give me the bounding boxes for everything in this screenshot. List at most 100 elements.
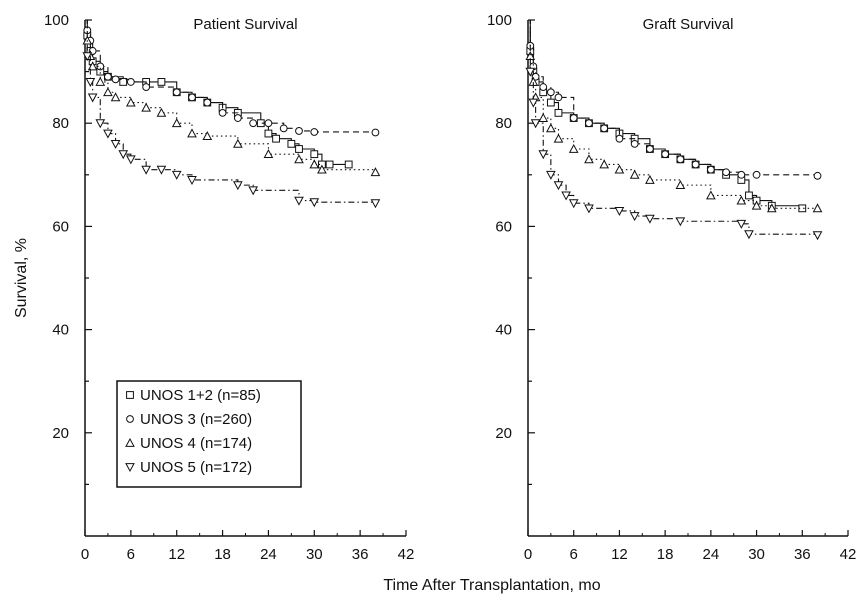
x-tick-label: 6 (570, 546, 578, 563)
data-point (600, 124, 609, 133)
data-point (156, 165, 167, 175)
data-point (272, 134, 280, 143)
series-circle (83, 19, 380, 137)
data-point (528, 98, 539, 108)
data-point (538, 112, 549, 122)
data-point (736, 219, 747, 229)
data-point (569, 114, 578, 122)
series-square (83, 19, 353, 169)
data-point (646, 145, 654, 153)
data-point (218, 108, 227, 117)
x-tick-label: 36 (794, 546, 811, 563)
series-square (526, 19, 807, 213)
data-point (95, 76, 106, 86)
data-point (615, 134, 624, 143)
data-point (629, 212, 640, 222)
data-point (104, 72, 112, 81)
data-point (264, 129, 273, 138)
data-point (584, 204, 594, 214)
data-point (203, 98, 212, 107)
data-point (661, 150, 670, 159)
data-point (585, 119, 593, 128)
data-point (87, 61, 98, 71)
data-point (538, 150, 549, 160)
data-point (691, 160, 700, 169)
data-point (142, 83, 151, 91)
data-point (751, 200, 762, 210)
legend-markers (125, 391, 135, 473)
data-point (676, 155, 685, 164)
data-point (118, 150, 129, 160)
data-point (561, 191, 571, 201)
data-point (157, 78, 166, 86)
data-point (554, 108, 563, 117)
data-point (95, 119, 106, 129)
data-point (614, 207, 625, 216)
x-tick-label: 18 (214, 546, 231, 563)
series-line (528, 19, 819, 236)
legend-marker-circle (126, 415, 134, 423)
data-point (126, 155, 136, 165)
data-point (141, 165, 151, 175)
data-point (263, 149, 274, 159)
data-point (294, 196, 304, 206)
data-point (744, 230, 754, 240)
x-tick-label: 36 (352, 546, 369, 563)
data-point (553, 133, 564, 143)
data-point (546, 170, 556, 180)
data-point (87, 93, 98, 103)
legend-marker-triangle-up (125, 437, 135, 447)
data-point (675, 217, 686, 227)
data-point (110, 92, 121, 102)
legend-marker-triangle-down (125, 463, 135, 473)
y-tick-label: 20 (52, 425, 69, 442)
data-point (722, 168, 730, 177)
series-triangle-up (82, 19, 381, 177)
y-tick-label: 100 (44, 12, 69, 29)
data-point (525, 67, 536, 77)
data-point (264, 119, 273, 128)
legend-box (116, 380, 302, 488)
data-point (233, 138, 243, 148)
data-point (171, 118, 182, 128)
data-point (188, 93, 196, 102)
data-point (119, 78, 128, 86)
data-point (111, 75, 120, 84)
data-point (554, 93, 563, 102)
data-point (126, 97, 136, 107)
data-point (546, 88, 555, 97)
y-tick-label: 80 (495, 115, 512, 132)
data-point (325, 160, 334, 169)
x-tick-label: 42 (398, 546, 415, 563)
data-point (110, 139, 121, 149)
data-point (126, 78, 135, 86)
panel-title: Patient Survival (193, 16, 297, 33)
data-point (745, 191, 753, 200)
data-point (233, 114, 242, 122)
x-axis-label: Time After Transplantation, mo (383, 577, 600, 594)
y-tick-label: 80 (52, 115, 69, 132)
data-point (546, 123, 556, 133)
data-point (584, 154, 594, 164)
data-point (813, 171, 822, 180)
y-tick-label: 40 (495, 322, 512, 339)
data-point (812, 231, 823, 241)
data-point (706, 190, 716, 200)
legend-label-unos-4: UNOS 4 (n=174) (140, 435, 252, 452)
x-tick-label: 6 (127, 546, 135, 563)
data-point (309, 198, 320, 208)
y-tick-label: 60 (495, 218, 512, 235)
series-circle (526, 19, 822, 180)
data-point (675, 180, 686, 190)
data-point (187, 128, 197, 138)
data-point (530, 119, 541, 129)
x-tick-label: 12 (168, 546, 185, 563)
data-point (172, 88, 181, 97)
data-point (309, 159, 320, 169)
data-point (614, 164, 625, 174)
data-point (752, 170, 761, 179)
data-point (202, 131, 213, 140)
data-point (295, 145, 303, 153)
series-line (528, 19, 819, 176)
